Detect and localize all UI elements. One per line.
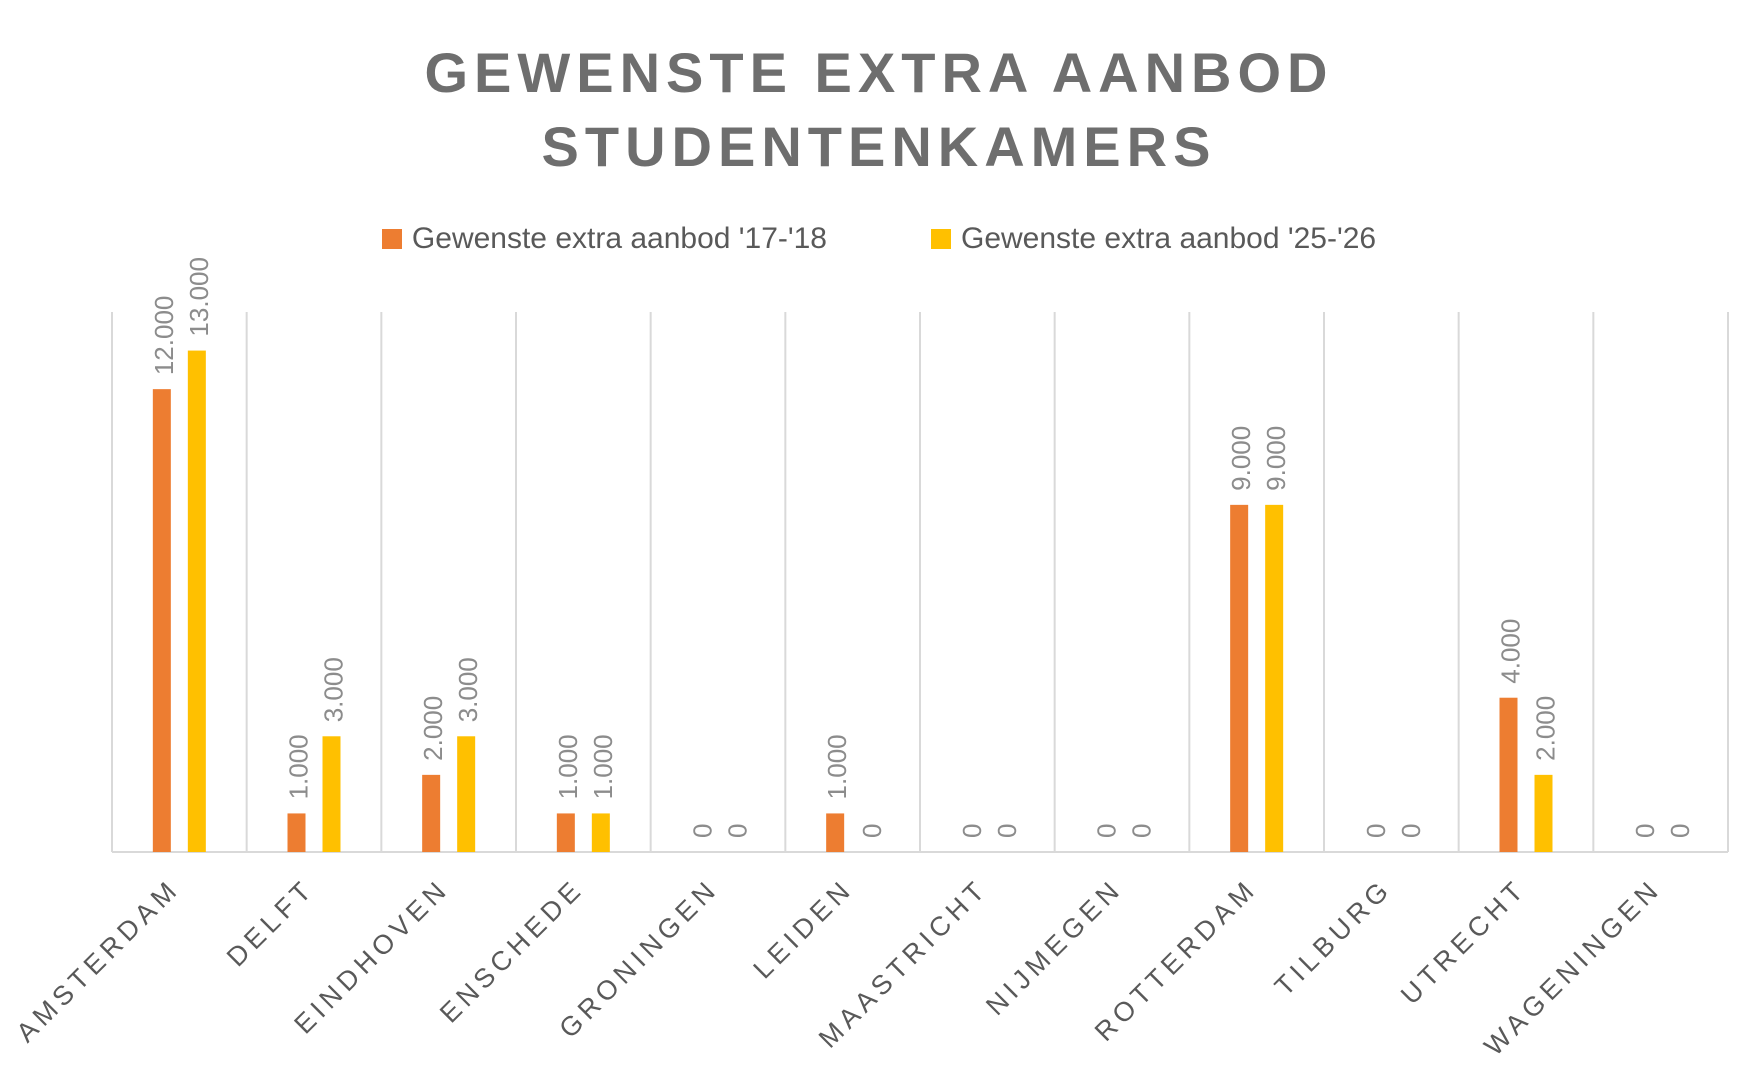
data-label-utrecht-series-2: 2.000 [1531,696,1561,761]
data-label-leiden-series-1: 1.000 [822,734,852,799]
data-label-groningen-series-2: 0 [723,824,753,838]
data-label-amsterdam-series-2: 13.000 [184,257,214,337]
data-label-delft-series-1: 1.000 [284,734,314,799]
bar-eindhoven-series-2 [457,736,476,852]
x-tick-label-enschede: ENSCHEDE [434,873,590,1029]
data-label-wageningen-series-2: 0 [1665,824,1695,838]
bar-utrecht-series-2 [1534,774,1553,852]
data-label-enschede-series-1: 1.000 [553,734,583,799]
bar-amsterdam-series-2 [187,350,206,852]
chart-title-line-2: STUDENTENKAMERS [541,115,1217,178]
data-label-amsterdam-series-1: 12.000 [149,296,179,376]
data-label-eindhoven-series-1: 2.000 [418,696,448,761]
data-label-wageningen-series-1: 0 [1630,824,1660,838]
bar-eindhoven-series-1 [422,774,441,852]
legend-swatch-series-2 [931,229,951,249]
bar-delft-series-1 [287,813,306,852]
bar-amsterdam-series-1 [152,389,171,852]
bar-enschede-series-1 [556,813,575,852]
bar-enschede-series-2 [591,813,610,852]
data-label-rotterdam-series-2: 9.000 [1261,426,1291,491]
data-label-eindhoven-series-2: 3.000 [453,657,483,722]
data-label-tilburg-series-1: 0 [1361,824,1391,838]
x-tick-label-tilburg: TILBURG [1269,873,1398,1002]
bar-utrecht-series-1 [1499,697,1518,852]
chart-title-line-1: GEWENSTE EXTRA AANBOD [424,41,1334,104]
data-label-nijmegen-series-1: 0 [1092,824,1122,838]
bar-delft-series-2 [322,736,341,852]
data-label-leiden-series-2: 0 [857,824,887,838]
x-tick-label-leiden: LEIDEN [748,873,859,984]
bar-rotterdam-series-1 [1230,504,1249,852]
data-label-utrecht-series-1: 4.000 [1496,619,1526,684]
data-label-groningen-series-1: 0 [688,824,718,838]
x-tick-label-delft: DELFT [221,873,320,972]
data-label-enschede-series-2: 1.000 [588,734,618,799]
data-label-maastricht-series-2: 0 [992,824,1022,838]
legend-label-series-1: Gewenste extra aanbod '17-'18 [411,222,827,255]
x-tick-label-utrecht: UTRECHT [1395,873,1532,1010]
data-label-delft-series-2: 3.000 [319,657,349,722]
legend: Gewenste extra aanbod '17-'18 Gewenste e… [0,222,1758,256]
legend-label-series-2: Gewenste extra aanbod '25-'26 [961,222,1377,255]
legend-item-series-1: Gewenste extra aanbod '17-'18 [381,222,827,256]
x-tick-label-nijmegen: NIJMEGEN [980,873,1128,1021]
data-label-rotterdam-series-1: 9.000 [1226,426,1256,491]
legend-item-series-2: Gewenste extra aanbod '25-'26 [931,222,1376,256]
data-label-maastricht-series-1: 0 [957,824,987,838]
x-tick-label-amsterdam: AMSTERDAM [11,873,186,1048]
legend-swatch-series-1 [381,229,402,249]
data-label-tilburg-series-2: 0 [1396,824,1426,838]
bar-leiden-series-1 [826,813,845,852]
chart-title: GEWENSTE EXTRA AANBOD STUDENTENKAMERS [0,36,1758,184]
data-label-nijmegen-series-2: 0 [1127,824,1157,838]
bar-rotterdam-series-2 [1265,504,1284,852]
